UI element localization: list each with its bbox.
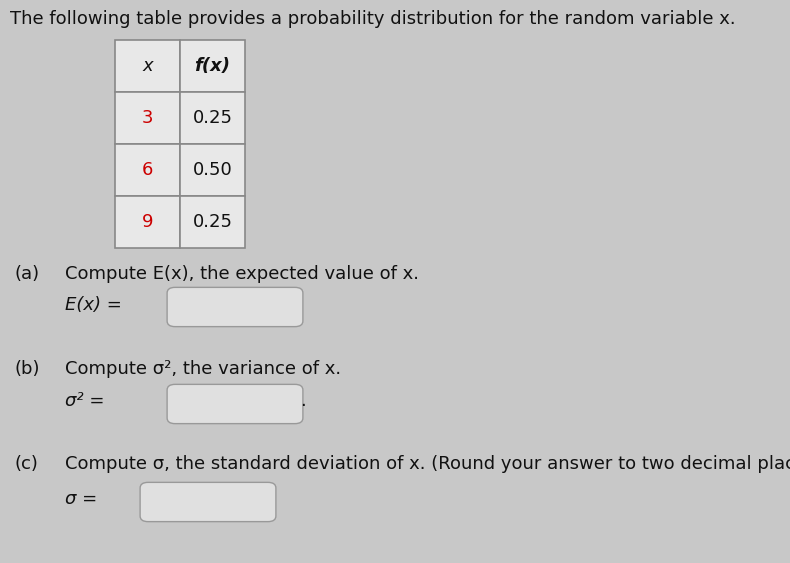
Bar — [180, 40, 245, 92]
Text: 0.25: 0.25 — [193, 109, 232, 127]
Text: f(x): f(x) — [194, 57, 231, 75]
Bar — [115, 196, 180, 248]
Bar — [180, 92, 245, 144]
Bar — [115, 92, 180, 144]
Text: Compute E(x), the expected value of x.: Compute E(x), the expected value of x. — [65, 265, 419, 283]
Text: 0.25: 0.25 — [193, 213, 232, 231]
Text: x: x — [142, 57, 152, 75]
Text: 6: 6 — [142, 161, 153, 179]
Text: 0.50: 0.50 — [193, 161, 232, 179]
Text: 3: 3 — [141, 109, 153, 127]
Text: Compute σ, the standard deviation of x. (Round your answer to two decimal places: Compute σ, the standard deviation of x. … — [65, 455, 790, 473]
Bar — [115, 144, 180, 196]
Text: Compute σ², the variance of x.: Compute σ², the variance of x. — [65, 360, 341, 378]
Text: (b): (b) — [15, 360, 40, 378]
Text: E(x) =: E(x) = — [65, 296, 122, 314]
Bar — [180, 144, 245, 196]
FancyBboxPatch shape — [167, 287, 303, 327]
Text: .: . — [300, 392, 306, 410]
Text: σ² =: σ² = — [65, 392, 104, 410]
Bar — [180, 196, 245, 248]
FancyBboxPatch shape — [140, 482, 276, 522]
Bar — [115, 40, 180, 92]
Text: (c): (c) — [15, 455, 39, 473]
Text: (a): (a) — [15, 265, 40, 283]
Text: The following table provides a probability distribution for the random variable : The following table provides a probabili… — [10, 10, 735, 28]
FancyBboxPatch shape — [167, 385, 303, 423]
Text: 9: 9 — [141, 213, 153, 231]
Text: σ =: σ = — [65, 490, 97, 508]
